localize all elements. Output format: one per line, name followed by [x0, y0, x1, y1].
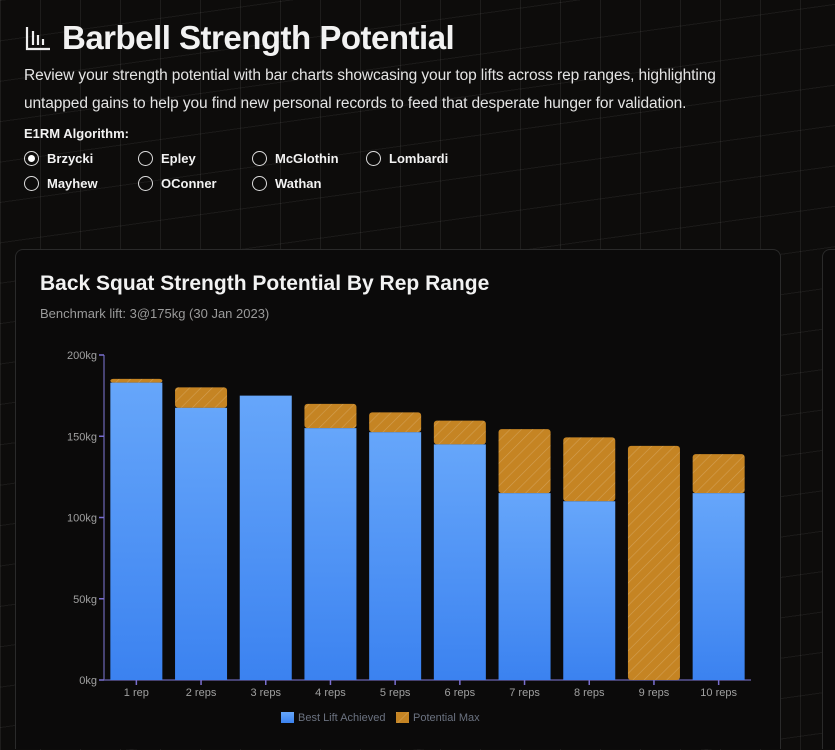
bar-chart-icon: [25, 27, 50, 51]
radio-oconner[interactable]: OConner: [138, 176, 252, 191]
radio-circle[interactable]: [24, 176, 39, 191]
bar-best-lift: [369, 432, 422, 680]
x-tick-label: 9 reps: [639, 687, 670, 699]
radio-wathan[interactable]: Wathan: [252, 176, 366, 191]
radio-circle[interactable]: [138, 151, 153, 166]
radio-brzycki[interactable]: Brzycki: [24, 151, 138, 166]
bar-best-lift: [239, 395, 292, 680]
bar-potential-max: [692, 454, 745, 494]
radio-circle[interactable]: [252, 151, 267, 166]
chart-title: Back Squat Strength Potential By Rep Ran…: [40, 272, 490, 295]
x-tick-label: 6 reps: [445, 687, 476, 699]
algorithm-radio-group: Brzycki Epley McGlothin Lombardi Mayhew OConn…: [24, 151, 832, 191]
radio-lombardi[interactable]: Lombardi: [366, 151, 480, 166]
y-tick-label: 100kg: [67, 513, 97, 525]
bar-potential-max: [498, 429, 551, 494]
y-tick-label: 200kg: [67, 350, 97, 362]
page-header: Barbell Strength Potential Review your s…: [24, 16, 832, 191]
x-tick-label: 10 reps: [700, 687, 737, 699]
bar-best-lift: [110, 382, 163, 680]
bar-best-lift: [563, 501, 616, 680]
bar-potential-max: [563, 437, 616, 502]
bar-best-lift: [498, 493, 551, 680]
x-tick-label: 7 reps: [509, 687, 540, 699]
radio-label: McGlothin: [275, 151, 339, 166]
bar-potential-max: [433, 420, 486, 445]
radio-label: Lombardi: [389, 151, 449, 166]
bar-best-lift: [304, 428, 357, 680]
page-title: Barbell Strength Potential: [24, 16, 832, 60]
y-tick-label: 50kg: [73, 594, 97, 606]
radio-label: Brzycki: [47, 151, 94, 166]
radio-circle[interactable]: [24, 151, 39, 166]
bar-best-lift: [692, 493, 745, 680]
chart-subtitle: Benchmark lift: 3@175kg (30 Jan 2023): [40, 306, 270, 321]
title-text: Barbell Strength Potential: [62, 19, 455, 56]
next-chart-card: [822, 249, 835, 749]
legend-swatch-potential-max: [396, 712, 409, 723]
radio-label: OConner: [161, 176, 217, 191]
radio-mayhew[interactable]: Mayhew: [24, 176, 138, 191]
bar-potential-max: [110, 378, 163, 383]
bar-potential-max: [175, 387, 228, 408]
description-line-2: untapped gains to help you find new pers…: [24, 95, 687, 112]
radio-circle[interactable]: [138, 176, 153, 191]
x-tick-label: 8 reps: [574, 687, 605, 699]
bar-potential-max: [627, 445, 680, 680]
bar-potential-max: [369, 412, 422, 433]
x-tick-label: 1 rep: [124, 687, 149, 699]
radio-epley[interactable]: Epley: [138, 151, 252, 166]
x-tick-label: 5 reps: [380, 687, 411, 699]
x-tick-label: 2 reps: [186, 687, 217, 699]
page-description: Review your strength potential with bar …: [24, 62, 832, 118]
radio-label: Wathan: [275, 176, 322, 191]
legend-label-potential-max: Potential Max: [413, 712, 480, 724]
algorithm-label: E1RM Algorithm:: [24, 126, 129, 141]
x-tick-label: 3 reps: [250, 687, 281, 699]
x-tick-label: 4 reps: [315, 687, 346, 699]
radio-circle[interactable]: [366, 151, 381, 166]
y-tick-label: 150kg: [67, 431, 97, 443]
bar-best-lift: [175, 407, 228, 680]
radio-label: Epley: [161, 151, 196, 166]
description-line-1: Review your strength potential with bar …: [24, 67, 716, 84]
y-tick-label: 0kg: [79, 675, 97, 687]
legend-label-best-lift: Best Lift Achieved: [298, 712, 385, 724]
bar-potential-max: [304, 403, 357, 429]
radio-label: Mayhew: [47, 176, 98, 191]
radio-mcglothin[interactable]: McGlothin: [252, 151, 366, 166]
legend-swatch-best-lift: [281, 712, 294, 723]
radio-circle[interactable]: [252, 176, 267, 191]
bar-best-lift: [433, 444, 486, 680]
